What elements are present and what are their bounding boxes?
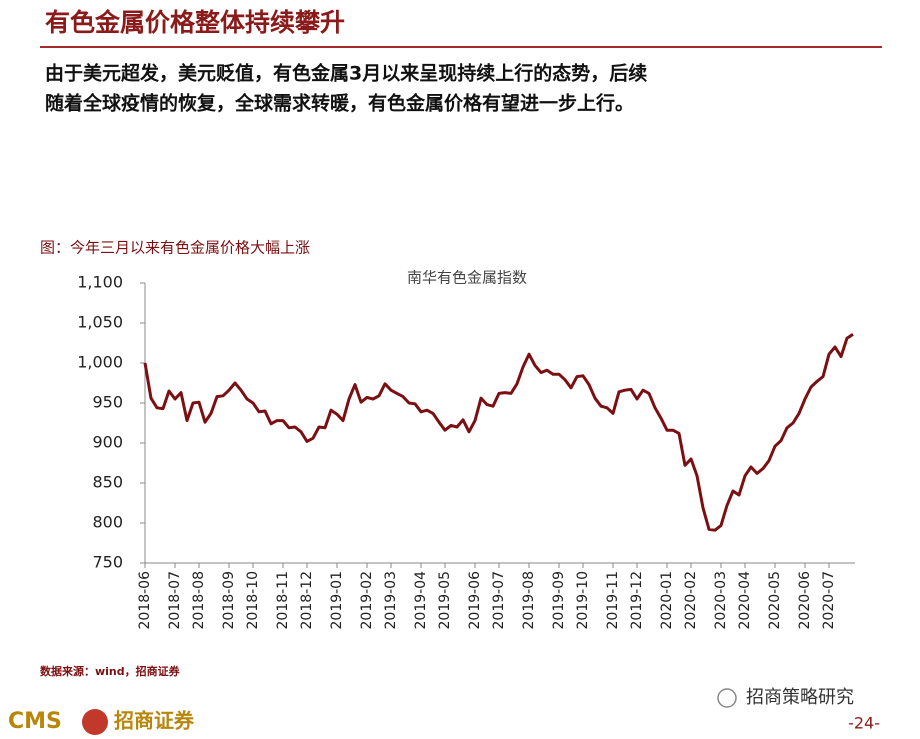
account-name: 招商策略研究 xyxy=(746,687,854,708)
x-tick-label: 2020-02 xyxy=(683,571,699,630)
source-note: 数据来源：wind，招商证券 xyxy=(40,664,181,678)
x-tick-label: 2019-06 xyxy=(467,571,483,630)
x-tick-label: 2020-07 xyxy=(821,571,837,630)
y-tick-label: 1,000 xyxy=(77,353,123,372)
page-number: -24- xyxy=(848,714,880,733)
x-tick-label: 2018-06 xyxy=(137,571,153,630)
x-tick-label: 2020-05 xyxy=(767,571,783,630)
y-tick-label: 950 xyxy=(92,393,123,412)
x-tick-label: 2019-07 xyxy=(491,571,507,630)
x-tick-label: 2018-08 xyxy=(191,571,207,630)
y-tick-label: 800 xyxy=(92,513,123,532)
x-tick-label: 2018-11 xyxy=(275,571,291,630)
x-tick-label: 2019-05 xyxy=(437,571,453,630)
slide-title: 有色金属价格整体持续攀升 xyxy=(45,8,345,37)
body-line: 由于美元超发，美元贬值，有色金属3月以来呈现持续上行的态势，后续 xyxy=(45,62,647,85)
x-tick-label: 2020-06 xyxy=(797,571,813,630)
x-tick-label: 2019-02 xyxy=(359,571,375,630)
y-tick-label: 900 xyxy=(92,433,123,452)
logo-icon xyxy=(82,709,108,735)
x-tick-label: 2020-01 xyxy=(659,571,675,630)
x-tick-label: 2018-07 xyxy=(167,571,183,630)
y-tick-label: 1,100 xyxy=(77,273,123,292)
y-tick-label: 1,050 xyxy=(77,313,123,332)
x-tick-label: 2019-11 xyxy=(605,571,621,630)
x-tick-label: 2019-10 xyxy=(575,571,591,630)
x-tick-label: 2019-09 xyxy=(551,571,567,630)
logo-text: CMS xyxy=(8,709,62,734)
x-tick-label: 2019-01 xyxy=(329,571,345,630)
x-tick-label: 2019-08 xyxy=(521,571,537,630)
wechat-icon xyxy=(717,688,737,708)
x-tick-label: 2019-12 xyxy=(629,571,645,630)
x-tick-label: 2020-03 xyxy=(713,571,729,630)
x-tick-label: 2020-04 xyxy=(737,571,753,630)
company-name: 招商证券 xyxy=(114,709,195,733)
x-tick-label: 2018-10 xyxy=(245,571,261,630)
line-series xyxy=(143,332,854,532)
x-tick-label: 2018-09 xyxy=(221,571,237,630)
y-tick-label: 750 xyxy=(92,553,123,572)
chart: 750 800 850 900 950 1,000 1,050 1,100 2018-06 201… xyxy=(77,273,855,630)
y-tick-label: 850 xyxy=(92,473,123,492)
x-tick-label: 2018-12 xyxy=(299,571,315,630)
figure-caption: 图：今年三月以来有色金属价格大幅上涨 xyxy=(40,239,310,257)
body-line: 随着全球疫情的恢复，全球需求转暖，有色金属价格有望进一步上行。 xyxy=(45,92,634,115)
x-tick-label: 2019-03 xyxy=(383,571,399,630)
x-tick-label: 2019-04 xyxy=(413,571,429,630)
chart-title: 南华有色金属指数 xyxy=(407,269,527,287)
